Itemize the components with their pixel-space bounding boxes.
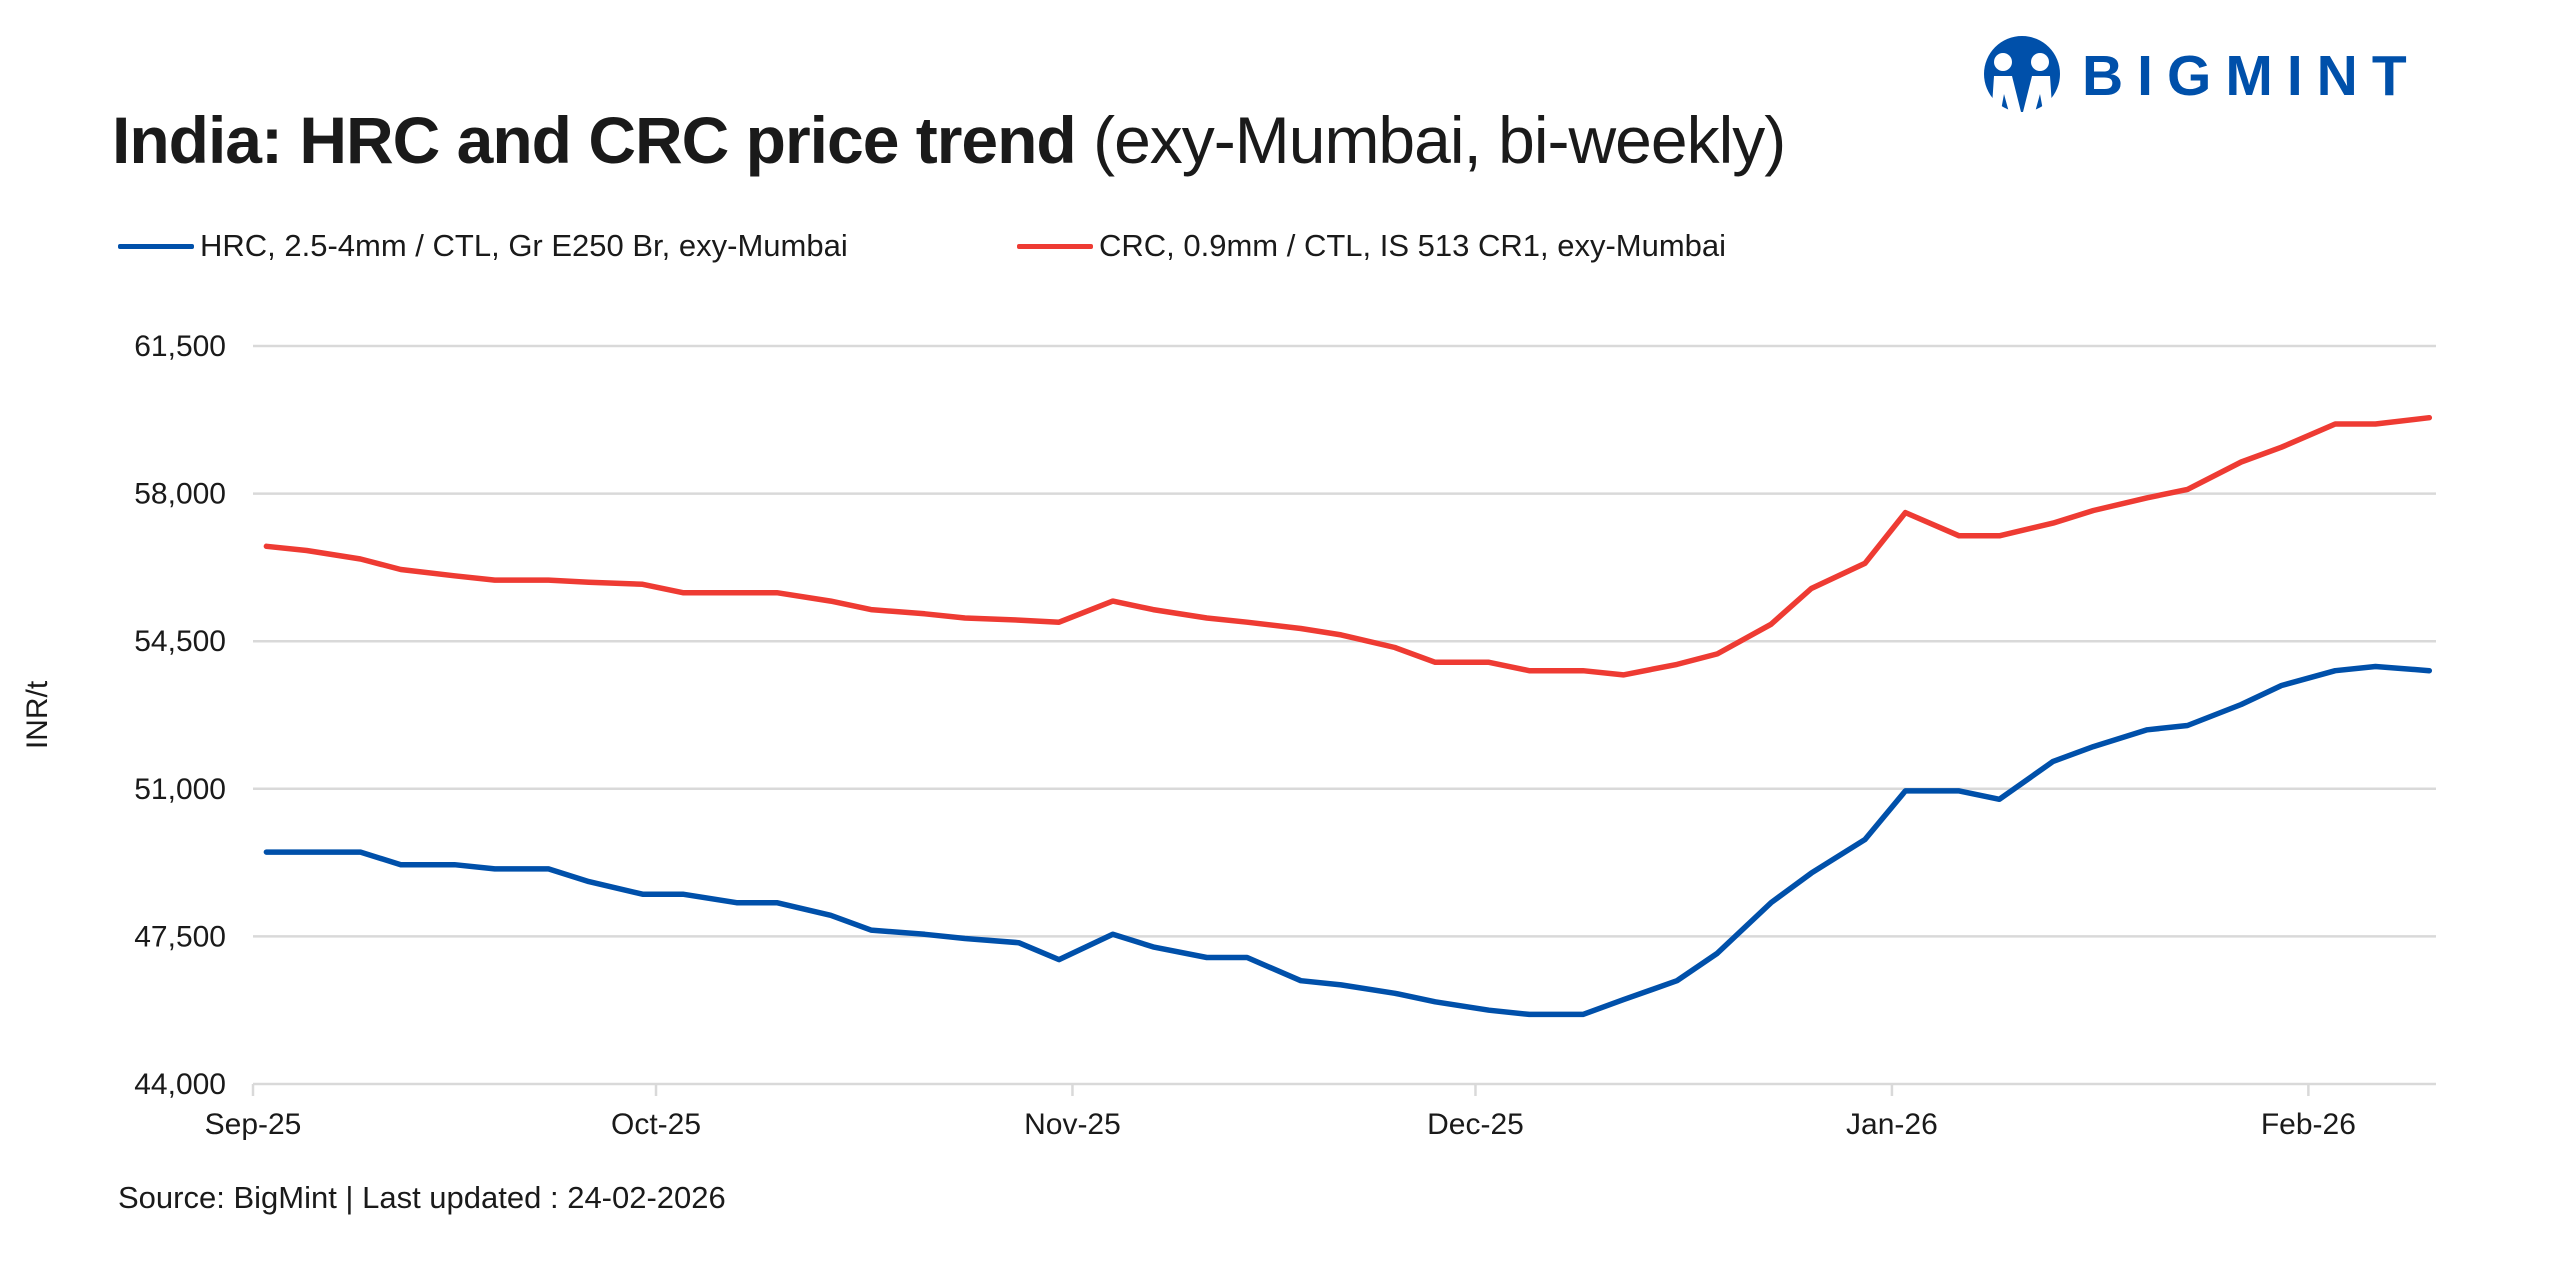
series-line-crc (263, 414, 2433, 678)
x-tick-label: Oct-25 (611, 1108, 701, 1141)
title-bold: India: HRC and CRC price trend (112, 103, 1077, 177)
title-subtitle: (exy-Mumbai, bi-weekly) (1093, 103, 1786, 177)
y-tick-label: 51,000 (134, 773, 226, 806)
bigmint-logo-icon (1984, 36, 2060, 116)
chart-title: India: HRC and CRC price trend (exy-Mumb… (112, 102, 1786, 178)
y-tick-label: 54,500 (134, 625, 226, 658)
legend-label-crc: CRC, 0.9mm / CTL, IS 513 CR1, exy-Mumbai (1099, 228, 1727, 263)
legend-swatch-hrc (118, 243, 194, 249)
x-tick-label: Nov-25 (1024, 1108, 1121, 1141)
legend-item-hrc: HRC, 2.5-4mm / CTL, Gr E250 Br, exy-Mumb… (118, 228, 848, 264)
x-tick-label: Sep-25 (205, 1108, 302, 1141)
x-tick-label: Feb-26 (2261, 1108, 2356, 1141)
x-tick-label: Dec-25 (1427, 1108, 1524, 1141)
series-line-hrc (263, 663, 2433, 1018)
bigmint-logo: BIGMINT (1984, 36, 2421, 116)
source-note: Source: BigMint | Last updated : 24-02-2… (118, 1180, 726, 1215)
logo-text: BIGMINT (2082, 44, 2421, 108)
y-tick-label: 58,000 (134, 478, 226, 511)
y-tick-label: 44,000 (134, 1068, 226, 1101)
y-tick-label: 61,500 (134, 330, 226, 363)
legend-swatch-crc (1017, 243, 1093, 249)
y-axis-label: INR/t (21, 680, 54, 749)
legend-label-hrc: HRC, 2.5-4mm / CTL, Gr E250 Br, exy-Mumb… (200, 228, 848, 263)
y-tick-label: 47,500 (134, 920, 226, 953)
x-tick-label: Jan-26 (1846, 1108, 1938, 1141)
legend-item-crc: CRC, 0.9mm / CTL, IS 513 CR1, exy-Mumbai (1017, 228, 1726, 264)
